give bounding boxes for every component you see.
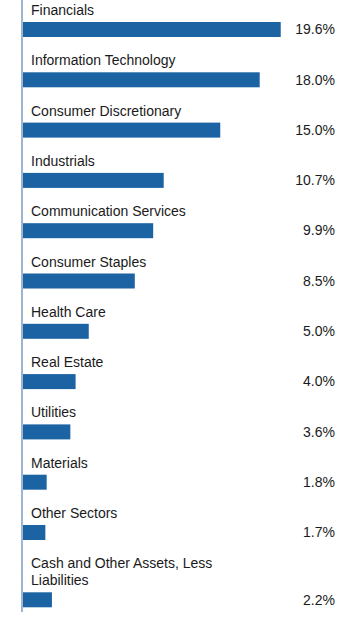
category-label: Consumer Staples [31,254,146,270]
chart: Financials 19.6% Information Technology 18.… [0,0,360,617]
category-label: Other Sectors [31,505,117,521]
category-label: Health Care [31,304,106,320]
bar [23,123,220,138]
data-label: 1.7% [303,524,335,540]
category-label: Cash and Other Assets, LessLiabilities [31,555,212,588]
bar [23,592,52,607]
bar [23,475,47,490]
data-label: 18.0% [295,72,335,88]
bar [23,173,164,188]
bar [23,72,260,87]
category-label: Utilities [31,404,76,420]
bars [23,22,281,607]
bar [23,274,135,289]
category-label: Information Technology [31,52,176,68]
bar [23,22,281,37]
data-label: 9.9% [303,222,335,238]
category-label: Industrials [31,153,95,169]
bar [23,525,45,540]
data-label: 3.6% [303,424,335,440]
bar [23,223,153,238]
category-label: Financials [31,2,94,18]
category-label: Materials [31,455,88,471]
category-label: Consumer Discretionary [31,103,181,119]
bar [23,324,89,339]
data-label: 8.5% [303,273,335,289]
data-label: 10.7% [295,172,335,188]
category-label: Communication Services [31,203,186,219]
bar [23,374,76,389]
data-label: 15.0% [295,122,335,138]
axis-line [21,0,23,612]
data-label: 4.0% [303,373,335,389]
data-label: 1.8% [303,474,335,490]
data-label: 19.6% [295,21,335,37]
data-label: 2.2% [303,592,335,608]
data-label: 5.0% [303,323,335,339]
category-label: Real Estate [31,354,104,370]
bar [23,424,70,439]
